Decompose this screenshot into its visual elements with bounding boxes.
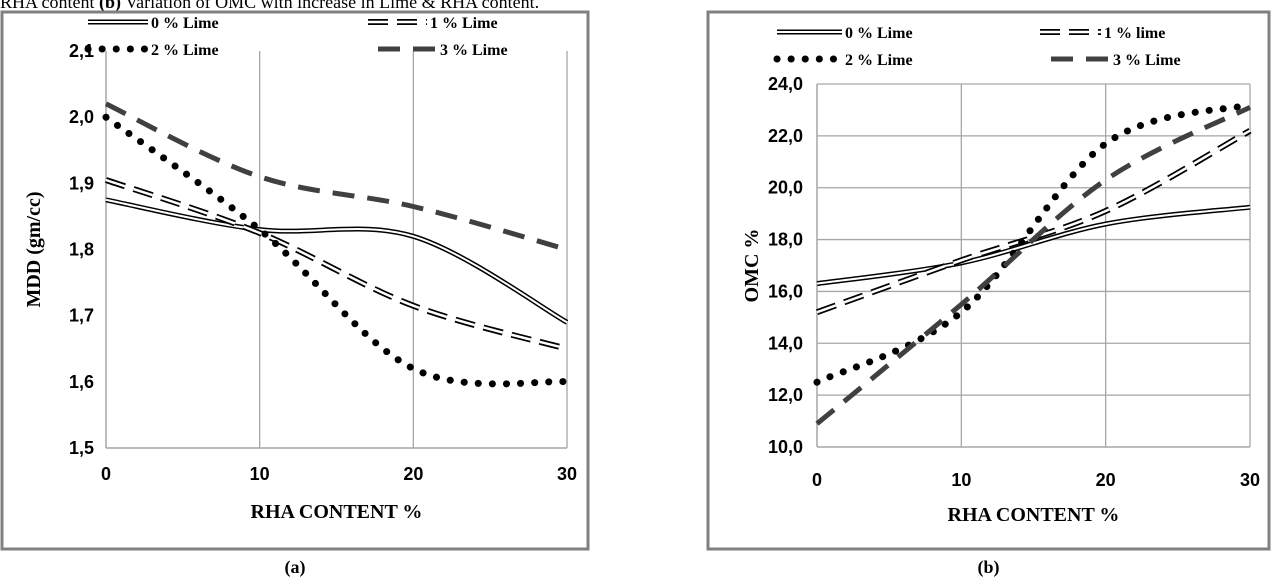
caption-b-label: (b) <box>99 0 121 12</box>
x-tick-label: 10 <box>951 470 971 490</box>
series-2 <box>815 128 1252 316</box>
series-1-inner <box>105 198 568 324</box>
x-tick-label: 20 <box>403 464 423 484</box>
chart-frame <box>0 10 590 551</box>
series-3-line <box>813 101 1254 386</box>
series-3 <box>813 101 1254 386</box>
panel-label: (b) <box>978 557 1000 578</box>
caption-suffix: Variation of OMC with increase in Lime &… <box>121 0 540 12</box>
y-tick-label: 1,9 <box>69 173 94 193</box>
x-tick-label: 30 <box>1240 470 1260 490</box>
legend-label: 2 % Lime <box>151 42 219 59</box>
series-1 <box>105 197 569 325</box>
series-2 <box>105 177 568 352</box>
x-tick-label: 30 <box>557 464 577 484</box>
legend-item-3: 2 % Lime <box>84 42 219 59</box>
legend-item-2: 1 % lime <box>1040 25 1165 42</box>
legend-item-4: 3 % Lime <box>378 42 508 59</box>
series-2-inner <box>105 178 568 351</box>
legend-label: 3 % Lime <box>1113 52 1181 69</box>
series-3-line <box>102 113 571 388</box>
legend-label: 2 % Lime <box>845 52 913 69</box>
chart-panel-2: 10,0 12,0 14,0 16,0 18,0 20,0 22,0 24,0 0 10 20 30 R… <box>706 10 1271 551</box>
legend-item-4: 3 % Lime <box>1051 52 1181 69</box>
y-axis-title: OMC % <box>741 229 763 303</box>
y-tick-label: 14,0 <box>768 333 803 353</box>
series-2-inner <box>816 129 1251 314</box>
x-tick-label: 0 <box>101 464 111 484</box>
y-tick-label: 20,0 <box>768 178 803 198</box>
figure-caption: RHA content (b) Variation of OMC with in… <box>0 0 1271 12</box>
panel-label: (a) <box>285 557 306 578</box>
y-axis-title: MDD (gm/cc) <box>23 191 45 307</box>
y-tick-label: 10,0 <box>768 437 803 457</box>
y-tick-label: 1,5 <box>69 438 94 458</box>
x-tick-label: 20 <box>1096 470 1116 490</box>
series-4-line <box>104 101 568 252</box>
y-tick-label: 1,6 <box>69 372 94 392</box>
y-tick-label: 24,0 <box>768 74 803 94</box>
legend-item-3: 2 % Lime <box>773 52 913 69</box>
series-3 <box>102 113 571 388</box>
y-tick-label: 1,8 <box>69 240 94 260</box>
caption-prefix: RHA content <box>0 0 99 12</box>
legend-item-1: 0 % Lime <box>88 15 219 32</box>
y-tick-label: 12,0 <box>768 385 803 405</box>
y-tick-label: 1,7 <box>69 306 94 326</box>
legend-item-1: 0 % Lime <box>777 25 913 42</box>
legend-item-2: 1 % Lime <box>368 15 498 32</box>
series-4-line <box>815 105 1252 426</box>
y-tick-label: 18,0 <box>768 230 803 250</box>
x-axis-title: RHA CONTENT % <box>251 501 423 523</box>
y-tick-label: 22,0 <box>768 126 803 146</box>
legend-label: 3 % Lime <box>440 42 508 59</box>
y-tick-label: 16,0 <box>768 281 803 301</box>
x-axis-title: RHA CONTENT % <box>948 504 1120 526</box>
legend-label: 0 % Lime <box>151 15 219 32</box>
series-1 <box>816 204 1251 287</box>
y-tick-label: 2,0 <box>69 107 94 127</box>
legend-label: 1 % lime <box>1104 25 1165 42</box>
series-1-inner <box>816 206 1251 285</box>
legend-label: 1 % Lime <box>430 15 498 32</box>
series-4 <box>104 101 568 252</box>
x-tick-label: 10 <box>250 464 270 484</box>
series-4 <box>815 105 1252 426</box>
x-tick-label: 0 <box>812 470 822 490</box>
legend-label: 0 % Lime <box>845 25 913 42</box>
